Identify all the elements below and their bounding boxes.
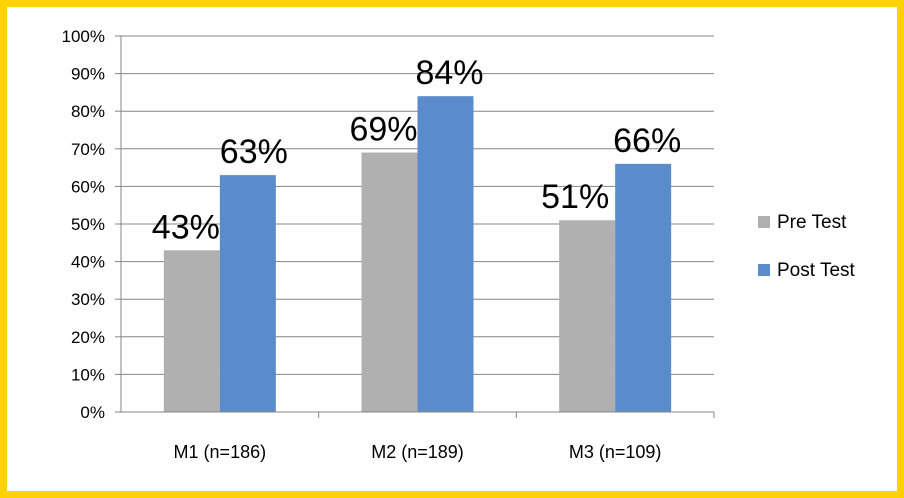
y-tick-label: 20% [71, 328, 105, 347]
data-label: 51% [541, 178, 609, 216]
bars [163, 96, 672, 412]
y-tick-label: 0% [80, 403, 105, 422]
data-label: 43% [152, 208, 220, 246]
axes [115, 35, 715, 418]
bar-pre-test-2 [361, 152, 418, 412]
legend: Pre Test Post Test [758, 212, 856, 281]
data-label: 66% [613, 122, 681, 160]
y-tick-label: 50% [71, 215, 105, 234]
bar-pre-test-3 [559, 220, 616, 412]
bar-post-test-1 [219, 175, 276, 412]
y-tick-label: 90% [71, 65, 105, 84]
bar-post-test-2 [417, 96, 474, 412]
data-label: 63% [220, 133, 288, 171]
x-axis-categories: M1 (n=186) M2 (n=189) M3 (n=109) [174, 442, 662, 462]
data-label: 69% [349, 111, 417, 149]
bar-pre-test-1 [163, 250, 220, 412]
legend-label: Pre Test [777, 212, 847, 233]
legend-swatch [758, 216, 770, 228]
y-tick-label: 40% [71, 253, 105, 272]
x-category-label: M3 (n=109) [569, 442, 662, 462]
x-category-label: M2 (n=189) [371, 442, 464, 462]
y-tick-label: 100% [62, 27, 105, 46]
y-tick-label: 30% [71, 290, 105, 309]
x-category-label: M1 (n=186) [174, 442, 267, 462]
y-axis-ticks: 0% 10% 20% 30% 40% 50% 60% 70% 80% 90% 100% [62, 27, 105, 422]
y-tick-label: 80% [71, 102, 105, 121]
bar-post-test-3 [615, 163, 672, 412]
y-tick-label: 10% [71, 365, 105, 384]
legend-label: Post Test [777, 260, 856, 281]
data-labels: 43%63% 69% 84% 51%66% [152, 54, 681, 246]
legend-swatch [758, 264, 770, 276]
data-label: 84% [415, 54, 483, 92]
y-tick-label: 70% [71, 140, 105, 159]
y-tick-label: 60% [71, 177, 105, 196]
